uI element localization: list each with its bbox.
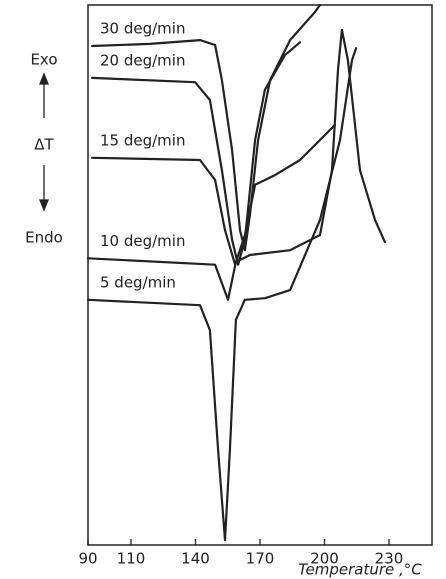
series-label: 15 deg/min [100, 131, 185, 149]
x-axis-label: Temperature ,°C [298, 561, 422, 579]
delta-t-label: ΔT [34, 136, 54, 154]
curve [90, 123, 337, 266]
exo-label: Exo [30, 51, 57, 69]
up-arrow [39, 72, 49, 118]
x-tick-label: 110 [117, 550, 146, 568]
series-label: 20 deg/min [100, 51, 185, 69]
x-tick-label: 170 [246, 550, 275, 568]
series-label: 30 deg/min [100, 20, 185, 38]
x-tick-label: 90 [78, 550, 97, 568]
curve [90, 41, 302, 266]
endo-label: Endo [25, 229, 63, 247]
curve [86, 47, 358, 542]
x-tick-label: 200 [310, 550, 339, 568]
x-tick-label: 230 [375, 550, 404, 568]
series-label: 10 deg/min [100, 232, 185, 250]
down-arrow [39, 165, 49, 212]
curve [86, 28, 386, 301]
curve [90, 3, 322, 252]
series-label: 5 deg/min [100, 273, 176, 291]
x-tick-label: 140 [181, 550, 210, 568]
